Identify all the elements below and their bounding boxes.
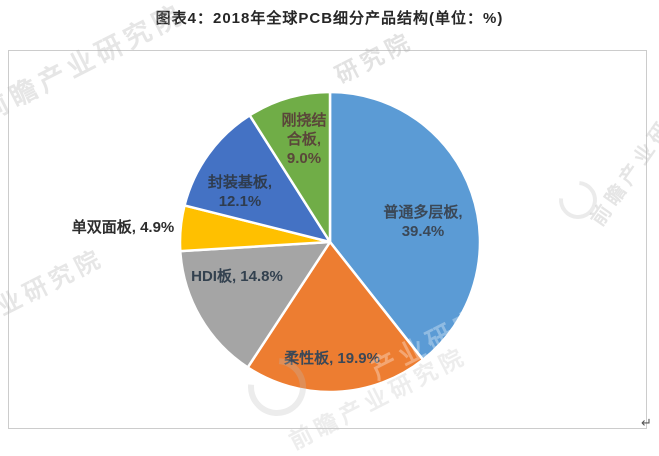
pie-slice-2 (246, 240, 425, 394)
pie-slice-label-5: 封装基板, 12.1% (208, 173, 272, 210)
pie-slice-5 (183, 114, 332, 244)
pie-chart-svg: 普通多层板, 39.4% 柔性板, 19.9% HDI板, 14.8% 单双面板, 4.… (72, 90, 482, 394)
pie-slice-6 (248, 90, 332, 244)
chart-title: 图表4：2018年全球PCB细分产品结构(单位：%) (155, 10, 504, 27)
pie-slice-3 (179, 240, 332, 369)
pie-slice-label-6: 刚挠结合板, 9.0% (281, 111, 326, 167)
pie-slice-label-1: 普通多层板, 39.4% (383, 203, 462, 240)
pie-slice-1 (328, 90, 482, 361)
pie-slice-label-4: 单双面板, 4.9% (72, 218, 175, 236)
pie-slice-label-2: 柔性板, 19.9% (284, 349, 380, 367)
paragraph-return-mark: ↵ (641, 415, 652, 430)
pie-slice-label-3: HDI板, 14.8% (191, 267, 283, 285)
